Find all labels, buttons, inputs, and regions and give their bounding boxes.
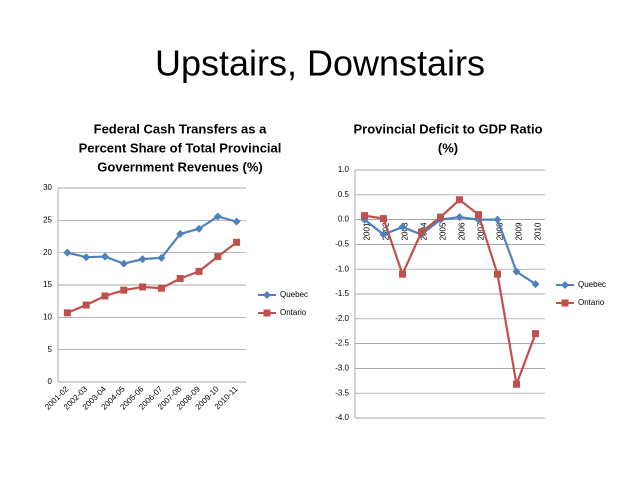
marker [456,196,463,204]
marker [398,223,407,232]
marker [176,275,184,283]
y-tick-label: -3.5 [335,388,349,397]
marker [494,270,501,278]
marker [513,380,520,388]
x-tick-label: 2008 [496,222,505,240]
x-tick-label: 2007 [477,222,486,240]
marker [531,280,540,289]
y-tick-label: 10 [43,312,52,321]
marker [379,230,388,239]
x-tick-label: 2005 [439,222,448,240]
chart-title: Provincial Deficit to GDP Ratio [353,121,542,136]
marker [233,238,241,246]
marker [232,217,241,226]
marker [213,212,222,221]
chart-title: Government Revenues (%) [97,159,262,174]
x-tick-label: 2006 [458,222,467,240]
marker [101,292,109,300]
y-tick-label: 30 [43,183,52,192]
legend-label: Quebec [578,280,606,289]
y-tick-label: 0.0 [338,215,350,224]
x-tick-label: 2001 [363,222,372,240]
marker [157,284,165,292]
marker [176,229,185,238]
slide-title: Upstairs, Downstairs [155,43,485,84]
y-tick-label: 20 [43,248,52,257]
marker [82,253,91,262]
marker [139,283,147,291]
y-tick-label: 5 [48,345,53,354]
legend-label: Quebec [280,290,308,299]
marker [63,309,71,317]
legend-marker [561,299,569,307]
marker [493,215,502,224]
series-line [66,241,238,314]
legend-marker [561,281,569,289]
marker [195,267,203,275]
x-tick-label: 2003 [401,222,410,240]
marker [399,270,406,278]
y-tick-label: -4.0 [335,413,349,422]
series-line [364,198,537,389]
marker [120,286,128,294]
y-tick-label: -0.5 [335,240,349,249]
marker [455,213,464,222]
marker [82,301,90,309]
y-tick-label: -2.5 [335,339,349,348]
y-tick-label: -2.0 [335,314,349,323]
marker [361,212,368,220]
x-tick-label: 2010 [534,222,543,240]
y-tick-label: 1.0 [338,165,350,174]
marker [532,330,539,338]
marker [418,228,425,236]
legend-marker [263,309,271,317]
y-tick-label: -3.0 [335,364,349,373]
marker [138,255,147,264]
x-tick-label: 2009 [515,222,524,240]
legend-label: Ontario [280,308,307,317]
marker [63,248,72,257]
y-tick-label: 0 [48,377,53,386]
marker [157,253,166,262]
marker [380,215,387,223]
marker [101,252,109,261]
y-tick-label: 15 [43,280,52,289]
chart-title: (%) [438,140,458,155]
y-tick-label: 25 [43,215,52,224]
series-line [67,215,237,265]
y-tick-label: -1.5 [335,289,349,298]
marker [214,253,222,261]
x-tick-label: 2002 [382,222,391,240]
legend-label: Ontario [578,298,605,307]
y-tick-label: -1.0 [335,264,349,273]
marker [475,211,482,219]
marker [512,267,521,276]
marker [195,224,203,233]
marker [119,259,128,268]
chart-title: Percent Share of Total Provincial [79,140,282,155]
y-tick-label: 0.5 [338,190,350,199]
series-line [363,216,537,286]
legend-marker [263,291,271,299]
marker [437,213,444,221]
chart-title: Federal Cash Transfers as a [94,121,267,136]
